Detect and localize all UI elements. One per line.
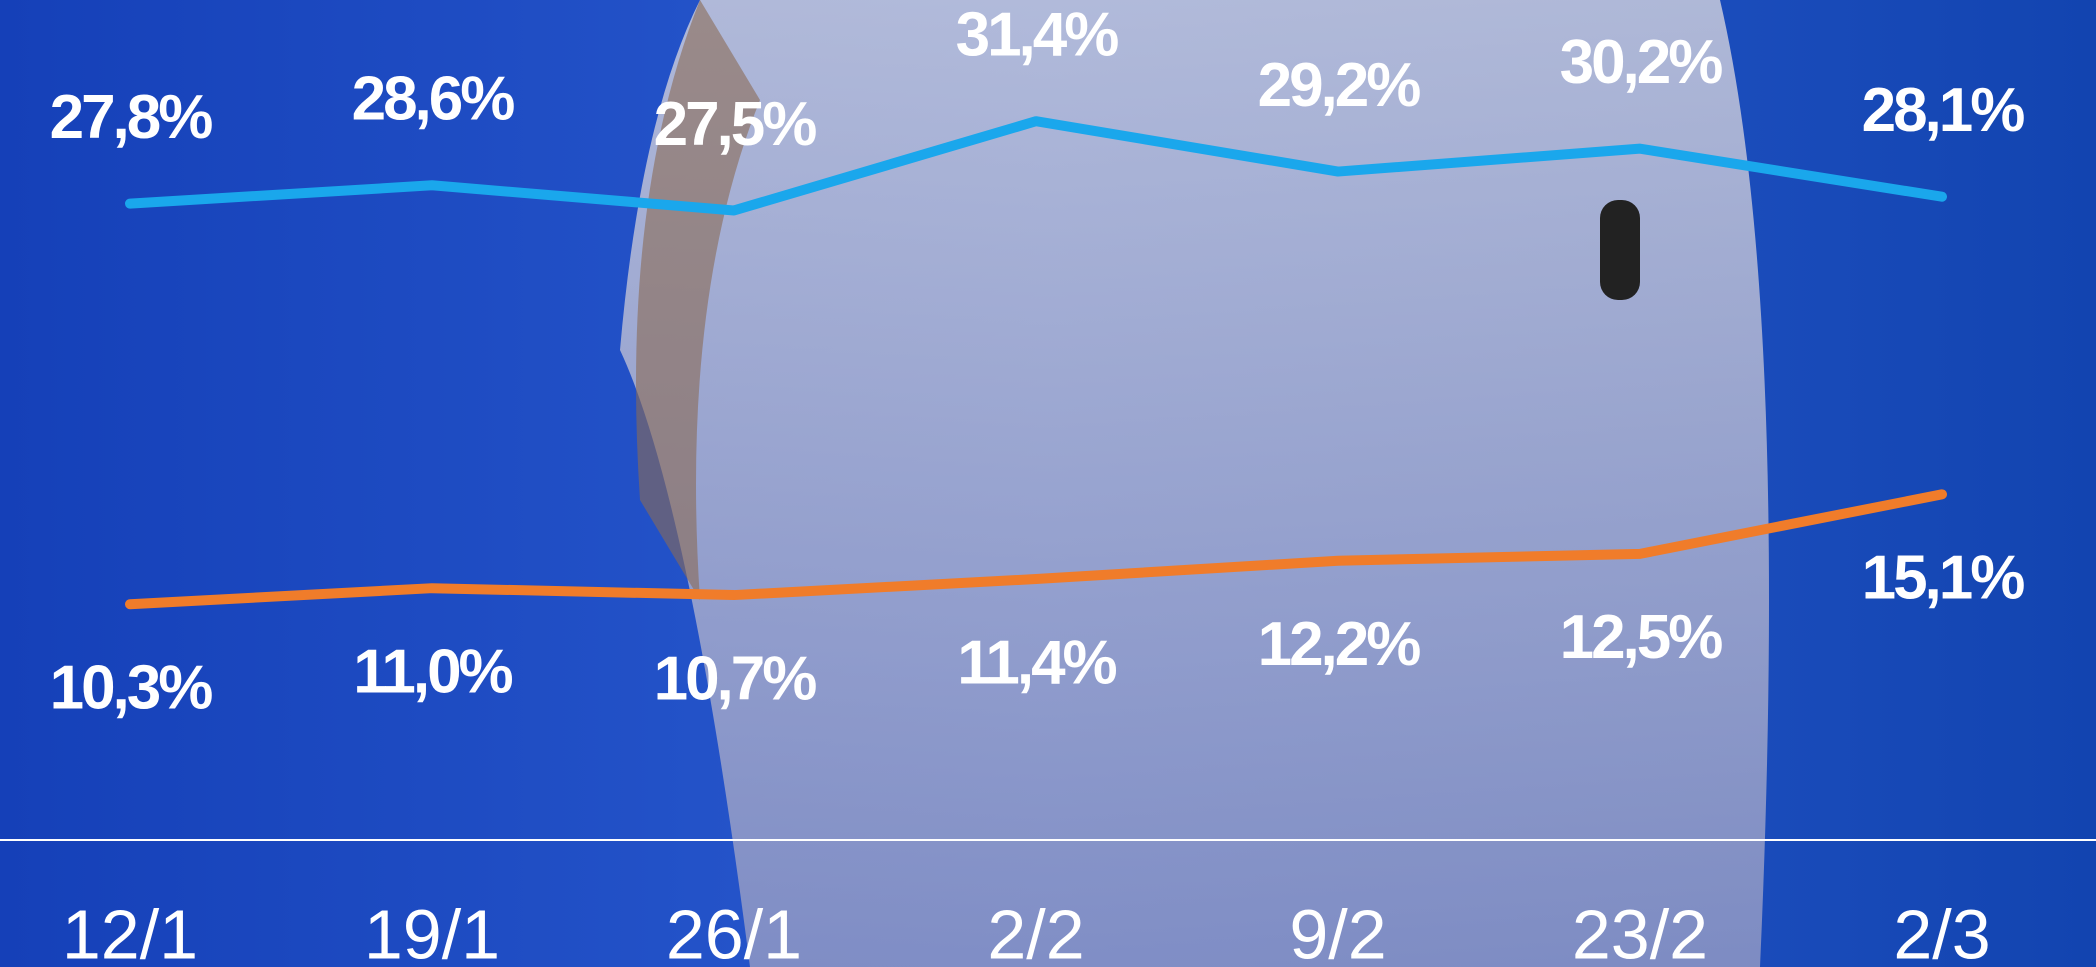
x-tick-label: 12/1 xyxy=(62,895,198,967)
data-label: 10,7% xyxy=(654,644,817,713)
x-tick-label: 2/3 xyxy=(1893,895,1990,967)
series-line xyxy=(125,489,1947,610)
data-label: 27,5% xyxy=(654,90,817,159)
x-tick-label: 9/2 xyxy=(1289,895,1386,967)
data-label: 12,2% xyxy=(1258,610,1421,679)
data-label: 10,3% xyxy=(50,654,213,723)
data-label: 12,5% xyxy=(1560,603,1723,672)
x-tick-label: 26/1 xyxy=(666,895,802,967)
data-label: 11,0% xyxy=(353,638,512,707)
hair xyxy=(636,0,760,600)
presenter-figure xyxy=(620,0,1769,967)
x-tick-label: 2/2 xyxy=(987,895,1084,967)
data-label: 28,6% xyxy=(352,65,515,134)
x-tick-label: 19/1 xyxy=(364,895,500,967)
data-label: 15,1% xyxy=(1862,544,2025,613)
data-label: 30,2% xyxy=(1560,28,1723,97)
x-tick-label: 23/2 xyxy=(1572,895,1708,967)
data-label: 31,4% xyxy=(956,1,1119,70)
series-line xyxy=(125,116,1947,216)
data-label: 28,1% xyxy=(1862,76,2025,145)
data-label: 29,2% xyxy=(1258,51,1421,120)
data-label: 11,4% xyxy=(957,628,1116,697)
data-label: 27,8% xyxy=(50,83,213,152)
microphone xyxy=(1600,200,1640,300)
